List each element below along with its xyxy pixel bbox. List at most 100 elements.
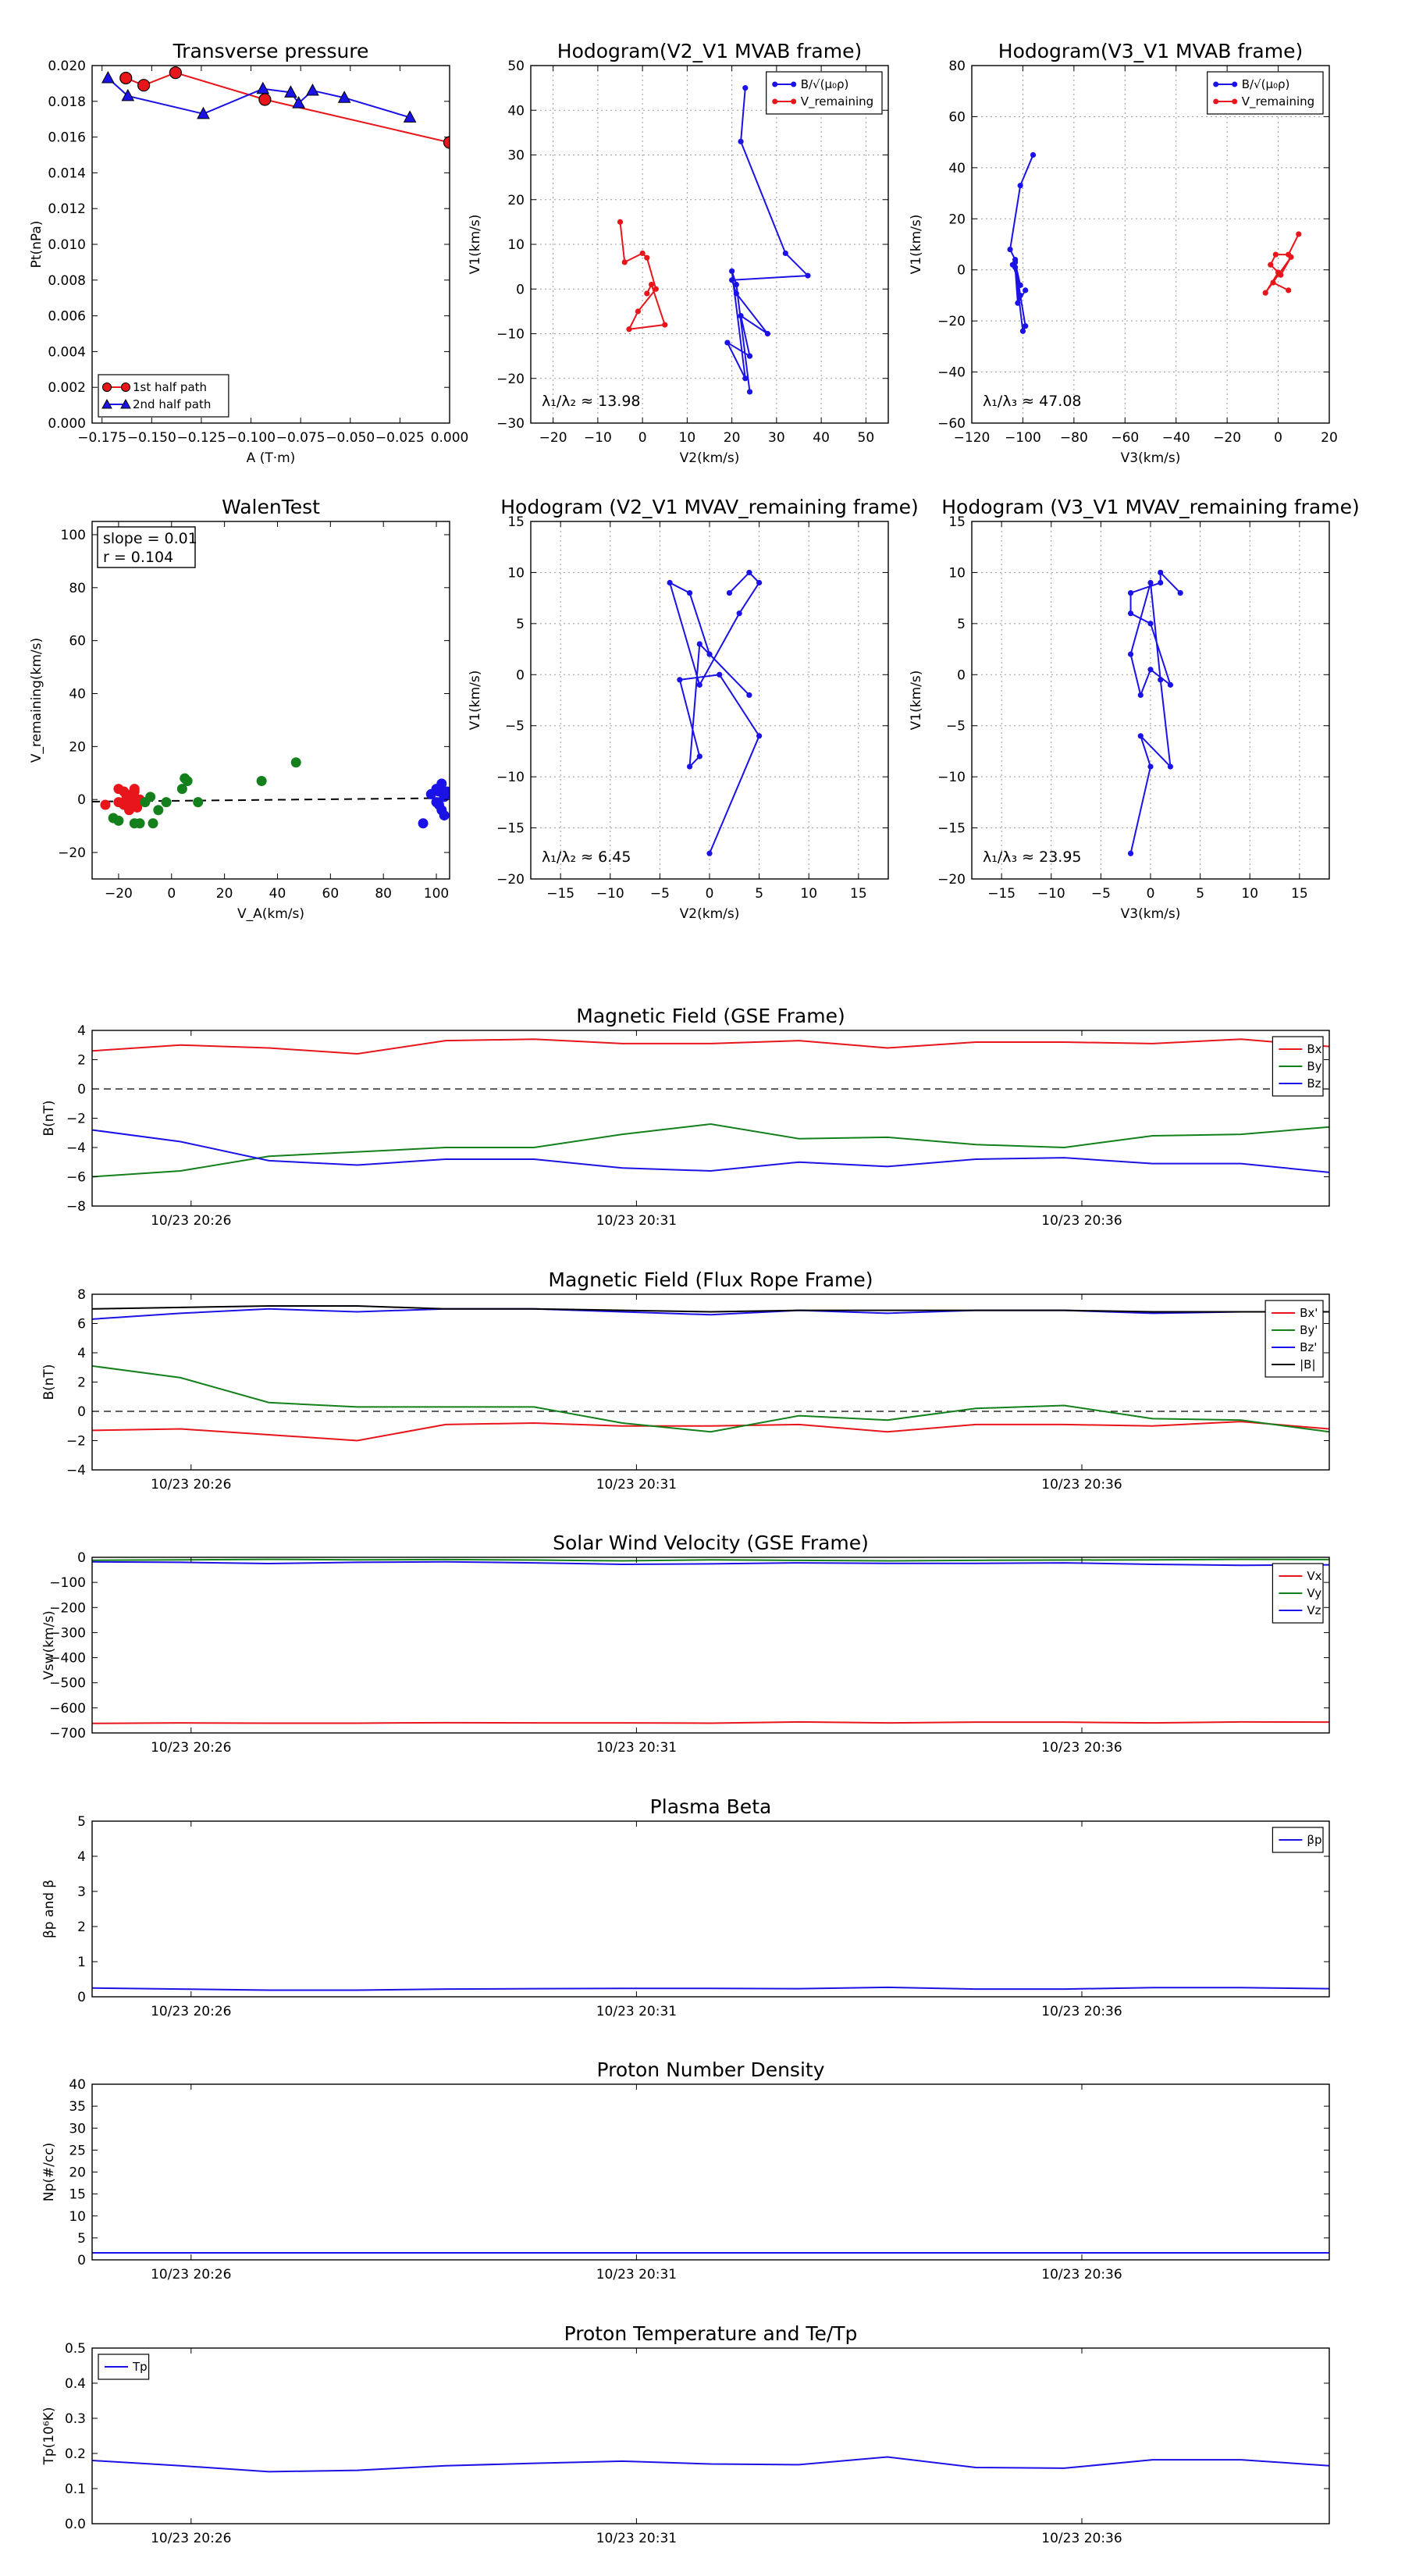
legend-label: 1st half path: [133, 380, 207, 394]
chart-4: WalenTest −20 0 20 40 60 80 100 −20 0 20 40 60 80 100 V…: [29, 496, 450, 922]
x-tick-label: 80: [375, 886, 392, 902]
eigen-ratio-annotation: λ₁/λ₃ ≈ 23.95: [983, 849, 1082, 866]
y-tick-label: 0: [77, 1082, 86, 1098]
legend-marker: [1232, 81, 1238, 87]
data-point: [686, 590, 693, 596]
data-point: [1167, 681, 1174, 688]
x-tick-label: 10/23 20:31: [596, 2267, 677, 2282]
legend-label: Bx': [1300, 1306, 1318, 1320]
x-tick-label: 10/23 20:26: [151, 1740, 231, 1756]
y-tick-label: 0.016: [48, 130, 86, 146]
y-axis-label: V1(km/s): [909, 671, 924, 731]
y-tick-label: 15: [948, 514, 966, 530]
chart-title: Plasma Beta: [650, 1795, 772, 1818]
axes-frame: [91, 1293, 1330, 1471]
legend-label: V_remaining: [1242, 94, 1315, 109]
x-tick-label: −10: [1037, 886, 1065, 902]
data-point: [1017, 282, 1023, 288]
x-axis-label: V2(km/s): [680, 906, 740, 922]
y-tick-label: −15: [496, 821, 525, 837]
data-point: [733, 281, 739, 288]
y-tick-label: 1: [77, 1955, 86, 1970]
data-point: [729, 268, 735, 274]
x-tick-label: 10: [1241, 886, 1258, 902]
series-line: [1129, 570, 1181, 854]
legend-label: Vy: [1307, 1586, 1321, 1600]
legend: Bx By Bz: [1272, 1036, 1324, 1097]
y-tick-label: 35: [69, 2099, 86, 2115]
y-tick-label: 50: [507, 59, 525, 74]
eigen-ratio-annotation: λ₁/λ₂ ≈ 13.98: [542, 393, 641, 410]
y-axis-label: V1(km/s): [909, 215, 924, 275]
legend-label: Vx: [1307, 1569, 1321, 1583]
legend-box: [1207, 71, 1324, 115]
data-point: [1177, 590, 1183, 596]
y-axis-label: V_remaining(km/s): [29, 638, 44, 763]
plot-area: [101, 66, 450, 149]
data-point: [746, 692, 752, 699]
x-tick-label: 0: [706, 886, 714, 902]
x-tick-label: −10: [596, 886, 624, 902]
y-tick-label: 4: [77, 1346, 86, 1361]
legend-marker: [1232, 98, 1238, 105]
chart-12: Proton Temperature and Te/Tp 0.0 0.1 0.2 0.3…: [41, 2322, 1330, 2546]
y-tick-label: −10: [496, 327, 525, 343]
data-point: [153, 805, 164, 816]
data-point: [1262, 290, 1268, 296]
data-point: [121, 88, 135, 101]
chart-title: Transverse pressure: [173, 40, 369, 62]
plot-area: [1127, 569, 1183, 856]
data-point: [284, 85, 297, 98]
data-point: [736, 610, 742, 617]
y-tick-label: 3: [77, 1884, 86, 1900]
data-point: [1137, 692, 1144, 699]
legend-label: Bz: [1307, 1076, 1321, 1091]
chart-9: Solar Wind Velocity (GSE Frame) −700 −600 −…: [41, 1532, 1330, 1756]
plot-area: [1007, 151, 1302, 334]
y-tick-label: −10: [937, 770, 966, 785]
x-tick-label: 15: [1291, 886, 1308, 902]
x-tick-label: 10/23 20:26: [151, 1213, 231, 1229]
y-tick-label: 0.3: [65, 2411, 86, 2427]
data-point: [1158, 677, 1164, 683]
legend-label: B/√(μ₀ρ): [1242, 77, 1290, 91]
x-tick-label: 0: [1274, 430, 1282, 446]
series-line: [92, 1720, 1329, 1724]
x-tick-label: −60: [1111, 430, 1139, 446]
y-tick-label: −20: [58, 845, 86, 861]
x-tick-label: −0.125: [176, 430, 226, 446]
y-tick-label: −300: [49, 1625, 86, 1641]
series-line: [92, 1560, 1329, 1567]
y-tick-label: 5: [77, 1814, 86, 1830]
axes-frame: [91, 65, 450, 424]
y-tick-label: −8: [66, 1199, 86, 1215]
x-tick-label: 5: [755, 886, 763, 902]
y-axis-label: βp and β: [41, 1880, 57, 1938]
legend-box: [98, 374, 229, 418]
data-point: [1147, 579, 1154, 586]
y-tick-label: 0.0: [65, 2517, 86, 2532]
y-tick-label: 10: [948, 565, 966, 581]
y-tick-label: 0.008: [48, 273, 86, 289]
legend-label: By': [1300, 1323, 1318, 1337]
x-tick-label: 40: [269, 886, 286, 902]
data-point: [1275, 269, 1282, 276]
y-tick-label: −60: [937, 416, 966, 432]
series-line: [92, 1558, 1329, 1562]
x-tick-label: −20: [1213, 430, 1241, 446]
eigen-ratio-annotation: λ₁/λ₃ ≈ 47.08: [983, 393, 1082, 410]
data-point: [256, 81, 270, 94]
legend-marker: [1213, 81, 1219, 87]
data-point: [1167, 763, 1174, 770]
x-tick-label: 10: [800, 886, 817, 902]
data-point: [443, 136, 450, 149]
x-tick-label: −20: [105, 886, 133, 902]
chart-10: Plasma Beta 0 1 2 3 4 5 10/23 20:26 10/23 20:31 1…: [41, 1795, 1330, 2019]
data-point: [653, 286, 659, 292]
data-point: [113, 815, 124, 826]
data-point: [1015, 300, 1021, 306]
data-point: [746, 389, 753, 395]
data-point: [1268, 262, 1274, 268]
y-tick-label: −10: [496, 770, 525, 785]
y-tick-label: 0: [957, 667, 966, 683]
